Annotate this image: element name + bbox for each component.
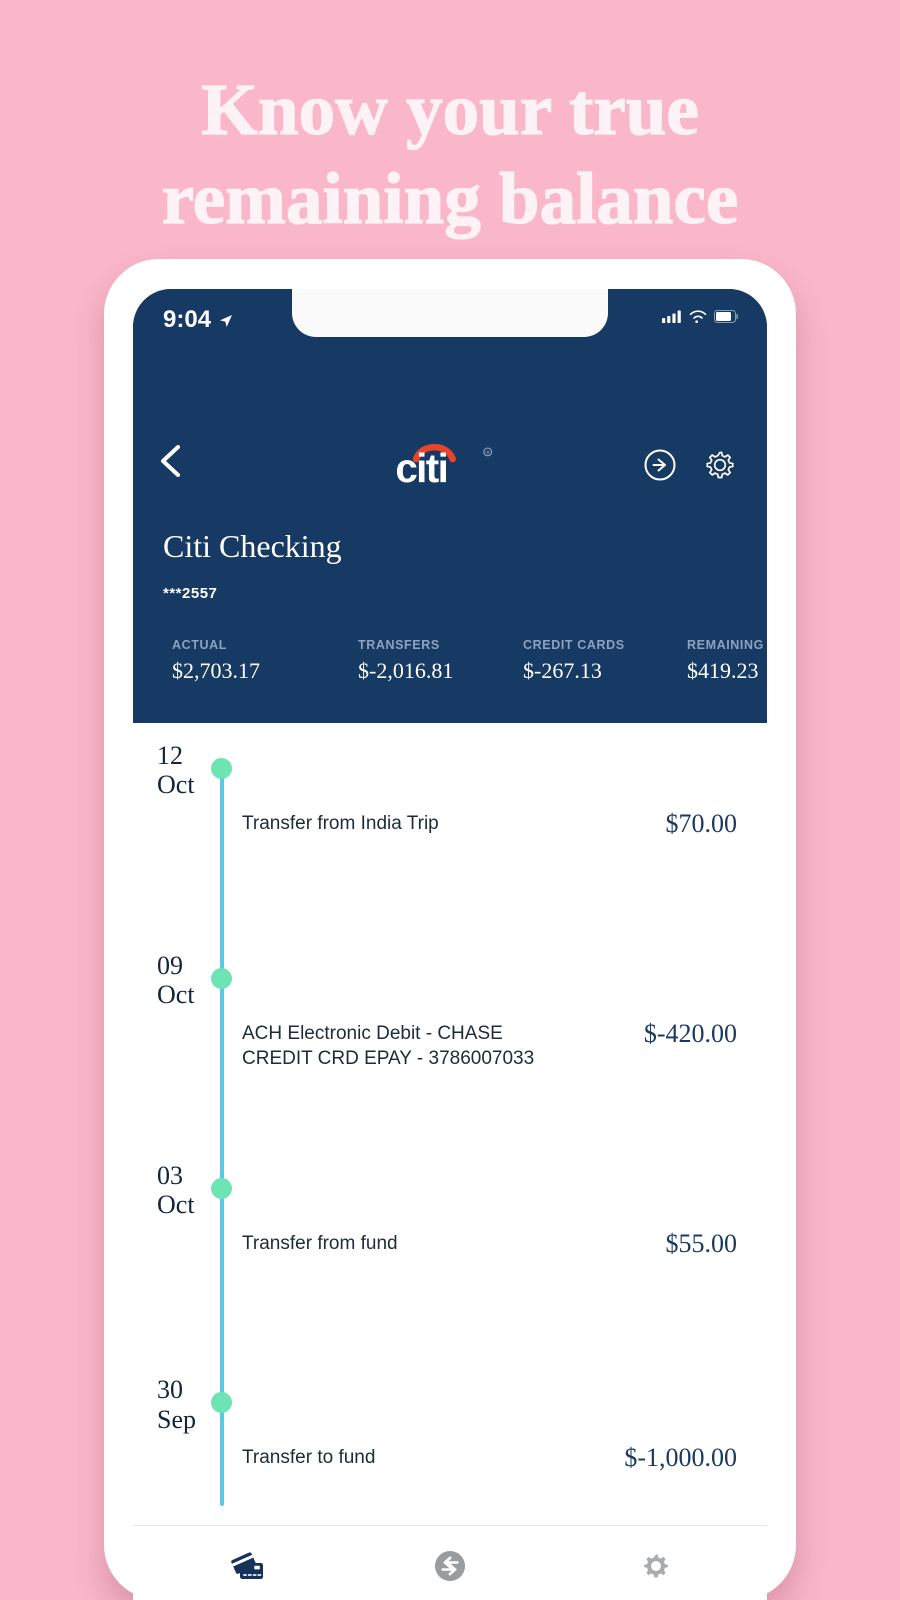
svg-text:®: ® <box>486 449 491 456</box>
svg-text:citi: citi <box>395 445 447 491</box>
